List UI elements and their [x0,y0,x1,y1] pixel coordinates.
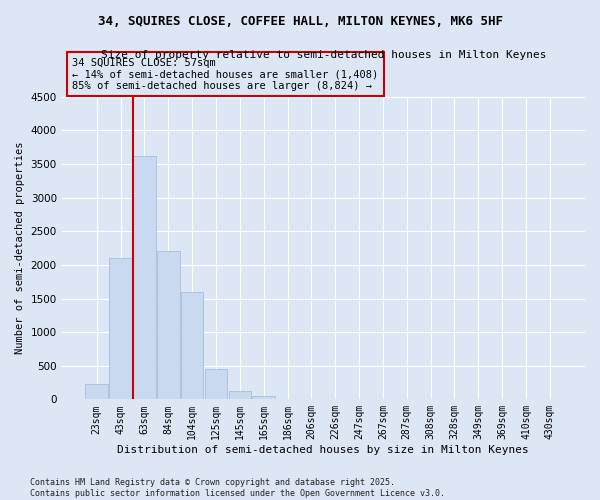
Bar [109,258,132,400]
Bar [253,396,275,400]
Title: Size of property relative to semi-detached houses in Milton Keynes: Size of property relative to semi-detach… [101,50,546,60]
X-axis label: Distribution of semi-detached houses by size in Milton Keynes: Distribution of semi-detached houses by … [118,445,529,455]
Text: 34, SQUIRES CLOSE, COFFEE HALL, MILTON KEYNES, MK6 5HF: 34, SQUIRES CLOSE, COFFEE HALL, MILTON K… [97,15,503,28]
Text: 34 SQUIRES CLOSE: 57sqm
← 14% of semi-detached houses are smaller (1,408)
85% of: 34 SQUIRES CLOSE: 57sqm ← 14% of semi-de… [72,58,379,91]
Bar [85,384,108,400]
Text: Contains HM Land Registry data © Crown copyright and database right 2025.
Contai: Contains HM Land Registry data © Crown c… [30,478,445,498]
Bar [157,252,179,400]
Bar [229,392,251,400]
Bar [133,156,156,400]
Y-axis label: Number of semi-detached properties: Number of semi-detached properties [15,142,25,354]
Bar [181,292,203,400]
Bar [205,369,227,400]
